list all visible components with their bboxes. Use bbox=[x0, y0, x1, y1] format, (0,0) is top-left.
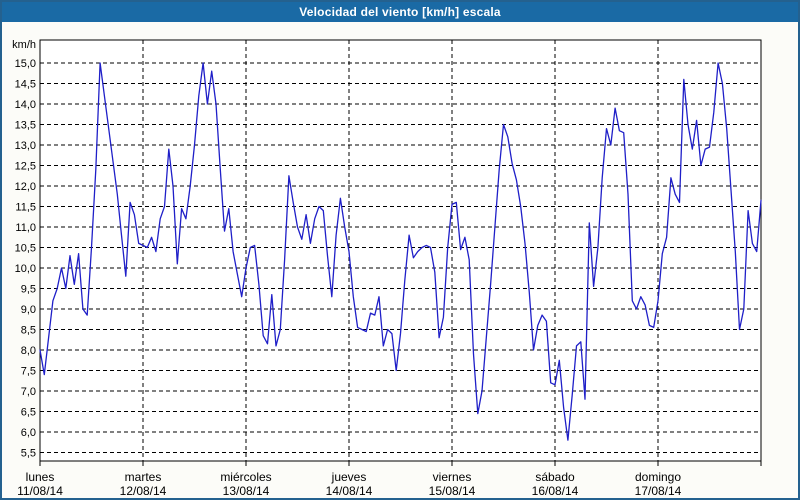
x-date-label: 17/08/14 bbox=[635, 484, 682, 498]
x-day-label: martes bbox=[125, 470, 162, 484]
x-day-label: domingo bbox=[635, 470, 681, 484]
y-tick-label: 10,5 bbox=[15, 243, 36, 255]
y-tick-label: 14,0 bbox=[15, 99, 36, 111]
x-date-label: 11/08/14 bbox=[17, 484, 63, 498]
y-tick-label: 14,5 bbox=[15, 79, 36, 91]
y-tick-label: 7,5 bbox=[21, 366, 36, 378]
plot-background bbox=[40, 40, 761, 461]
x-day-label: miércoles bbox=[220, 470, 271, 484]
y-tick-label: 8,0 bbox=[21, 345, 36, 357]
x-date-label: 14/08/14 bbox=[326, 484, 373, 498]
y-tick-label: 7,0 bbox=[21, 386, 36, 398]
x-day-label: lunes bbox=[26, 470, 55, 484]
y-tick-label: 6,5 bbox=[21, 407, 36, 419]
y-tick-label: 8,5 bbox=[21, 325, 36, 337]
y-tick-label: 13,5 bbox=[15, 120, 36, 132]
y-tick-label: 6,0 bbox=[21, 427, 36, 439]
y-tick-label: 10,0 bbox=[15, 263, 36, 275]
wind-speed-line-chart: 15,0 14,5 14,0 13,5 13,0 12,5 12,0 11,5 11,0 10,5… bbox=[12, 39, 762, 498]
x-day-label: sábado bbox=[535, 470, 575, 484]
plot-border bbox=[39, 39, 762, 462]
x-date-label: 13/08/14 bbox=[223, 484, 270, 498]
y-tick-label: 9,5 bbox=[21, 284, 36, 296]
x-day-label: jueves bbox=[331, 470, 367, 484]
y-tick-label: 13,0 bbox=[15, 140, 36, 152]
wind-speed-series-line bbox=[39, 62, 762, 441]
x-date-label: 15/08/14 bbox=[429, 484, 476, 498]
x-date-label: 16/08/14 bbox=[532, 484, 579, 498]
title-bar: Velocidad del viento [km/h] escala bbox=[2, 2, 798, 22]
y-tick-label: 9,0 bbox=[21, 304, 36, 316]
y-axis-unit-label: km/h bbox=[12, 39, 36, 51]
chart-title: Velocidad del viento [km/h] escala bbox=[299, 5, 501, 19]
y-tick-label: 11,5 bbox=[15, 202, 36, 214]
x-day-label: viernes bbox=[433, 470, 472, 484]
x-date-label: 12/08/14 bbox=[120, 484, 167, 498]
y-tick-label: 15,0 bbox=[15, 58, 36, 70]
y-tick-label: 12,0 bbox=[15, 181, 36, 193]
y-tick-label: 12,5 bbox=[15, 161, 36, 173]
y-tick-label: 11,0 bbox=[15, 222, 36, 234]
chart-area: 15,0 14,5 14,0 13,5 13,0 12,5 12,0 11,5 11,0 10,5… bbox=[2, 22, 798, 498]
y-tick-label: 5,5 bbox=[21, 448, 36, 460]
